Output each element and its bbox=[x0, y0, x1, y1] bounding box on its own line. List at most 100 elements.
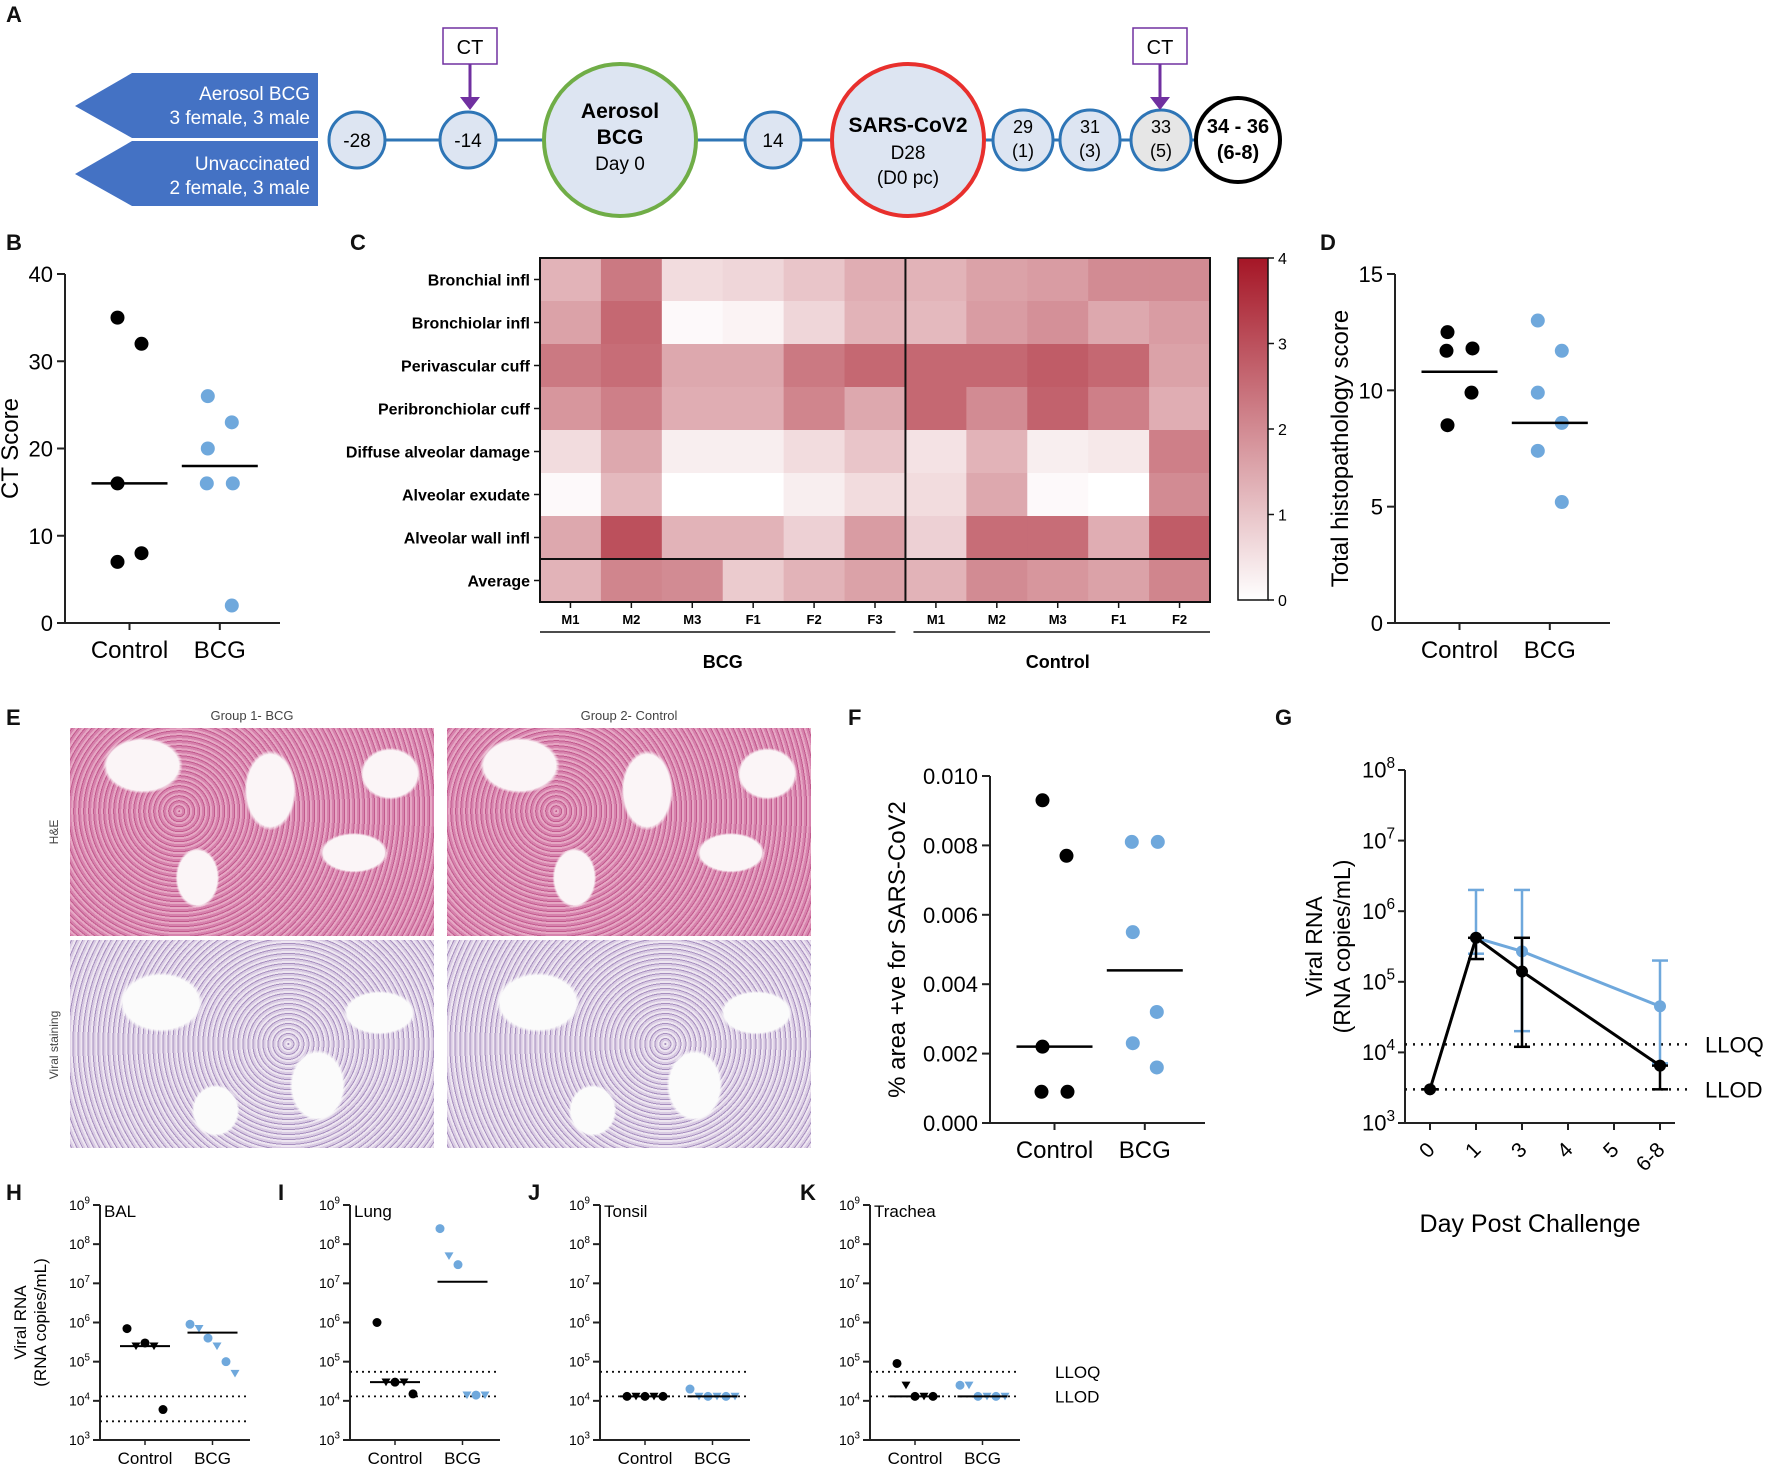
group-label-control: Control bbox=[1026, 652, 1090, 672]
data-point bbox=[224, 598, 239, 613]
data-point bbox=[1124, 834, 1139, 849]
data-point bbox=[471, 1390, 481, 1400]
heatmap-cell bbox=[966, 387, 1028, 431]
heatmap-cell bbox=[905, 301, 967, 345]
heatmap-cell bbox=[722, 344, 785, 388]
heatmap-cell bbox=[905, 387, 967, 431]
heatmap-cell bbox=[905, 473, 967, 517]
data-point bbox=[1125, 1036, 1140, 1051]
heatmap-cell bbox=[540, 516, 602, 560]
panel-letter-e: E bbox=[6, 705, 21, 730]
heatmap-cell bbox=[1149, 258, 1211, 302]
data-point bbox=[1530, 443, 1545, 458]
panel-letter-b: B bbox=[6, 230, 22, 255]
x-tick-label: 1 bbox=[1461, 1138, 1486, 1163]
data-point bbox=[225, 476, 240, 491]
data-point bbox=[1470, 931, 1482, 944]
limit-label: LLOD bbox=[1705, 1077, 1762, 1102]
node-34-day: 34 - 36 bbox=[1207, 116, 1269, 138]
y-tick-label: 107 bbox=[69, 1274, 90, 1291]
heatmap-cell bbox=[600, 430, 663, 474]
heatmap-cell bbox=[540, 430, 602, 474]
series-line bbox=[1428, 935, 1661, 1090]
y-tick-label: 0.000 bbox=[923, 1111, 978, 1136]
group-label-bcg: BCG bbox=[703, 652, 743, 672]
data-point bbox=[1516, 965, 1528, 978]
heatmap-cell bbox=[783, 516, 846, 560]
data-point bbox=[199, 476, 214, 491]
x-tick-label: BCG bbox=[694, 1449, 731, 1468]
node-33-pc: (5) bbox=[1150, 141, 1172, 161]
heatmap-cell bbox=[722, 258, 785, 302]
col-label: F2 bbox=[807, 612, 822, 627]
data-point bbox=[203, 1333, 213, 1343]
y-axis-label-1: Viral RNA bbox=[11, 1285, 30, 1360]
arrow-unvaccinated-group bbox=[75, 141, 318, 206]
data-point bbox=[1125, 925, 1140, 940]
heatmap-cell bbox=[966, 473, 1028, 517]
x-tick-label: Control bbox=[888, 1449, 943, 1468]
heatmap-cell bbox=[1149, 344, 1211, 388]
heatmap-cell bbox=[844, 559, 906, 603]
data-point bbox=[1654, 1059, 1666, 1072]
data-point bbox=[462, 1391, 472, 1400]
data-point bbox=[110, 554, 125, 569]
y-tick-label: 107 bbox=[319, 1274, 340, 1291]
heatmap-cell bbox=[783, 559, 846, 603]
col-label: F2 bbox=[1172, 612, 1187, 627]
heatmap-cell bbox=[722, 559, 785, 603]
node-31-day: 31 bbox=[1080, 117, 1100, 137]
circle-aerosol-bcg bbox=[542, 62, 698, 218]
y-tick-label: 0.006 bbox=[923, 903, 978, 928]
heatmap-cell bbox=[783, 430, 846, 474]
scale-tick-label: 4 bbox=[1278, 251, 1287, 268]
sars-circle-l3: (D0 pc) bbox=[877, 168, 939, 189]
y-tick-label: 104 bbox=[69, 1391, 91, 1408]
y-tick-label: 0 bbox=[41, 611, 53, 636]
heatmap-cell bbox=[661, 258, 724, 302]
y-tick-label: 109 bbox=[839, 1196, 860, 1213]
heatmap-cell bbox=[1027, 344, 1089, 388]
panel-title: Lung bbox=[354, 1202, 392, 1221]
heatmap-cell bbox=[905, 258, 967, 302]
heatmap-cell bbox=[1027, 473, 1089, 517]
data-point bbox=[1424, 1083, 1436, 1096]
panel-i-lung: 103 104 105 106 107 108 109 Lung Control BCG bbox=[319, 1196, 500, 1468]
timeline: Aerosol BCG 3 female, 3 male Unvaccinate… bbox=[75, 27, 1282, 218]
heatmap-cell bbox=[905, 516, 967, 560]
panel-letter-k: K bbox=[800, 1180, 816, 1205]
panel-title: Trachea bbox=[874, 1202, 936, 1221]
panel-letter-c: C bbox=[350, 230, 366, 255]
panel-j-tonsil: 103 104 105 106 107 108 109 Tonsil Control BCG bbox=[569, 1196, 750, 1468]
heatmap-cell bbox=[661, 387, 724, 431]
histology-viral-control bbox=[447, 940, 811, 1148]
y-tick-label: 0.010 bbox=[923, 764, 978, 789]
data-point bbox=[1060, 1084, 1075, 1099]
heatmap-cell bbox=[966, 559, 1028, 603]
ct-box-1 bbox=[442, 27, 498, 65]
y-tick-label: 105 bbox=[839, 1352, 861, 1369]
y-tick-label: 108 bbox=[1362, 755, 1395, 783]
y-tick-label: 105 bbox=[69, 1352, 91, 1369]
data-point bbox=[372, 1318, 382, 1327]
x-tick-label: Control bbox=[91, 637, 168, 664]
heatmap-cell bbox=[966, 344, 1028, 388]
data-point bbox=[901, 1381, 911, 1390]
x-tick-label: BCG bbox=[444, 1449, 481, 1468]
x-tick-label: BCG bbox=[964, 1449, 1001, 1468]
heatmap-cell bbox=[1027, 387, 1089, 431]
y-tick-label: 40 bbox=[29, 262, 53, 287]
heatmap-cell bbox=[844, 430, 906, 474]
data-point bbox=[1465, 341, 1480, 356]
col-label: F3 bbox=[867, 612, 882, 627]
y-tick-label: 107 bbox=[569, 1274, 590, 1291]
data-point bbox=[212, 1342, 222, 1351]
x-tick-label: Control bbox=[368, 1449, 423, 1468]
x-tick-label: BCG bbox=[194, 1449, 231, 1468]
y-tick-label: 30 bbox=[29, 349, 53, 374]
limit-label: LLOQ bbox=[1705, 1032, 1764, 1057]
y-tick-label: 10 bbox=[1359, 378, 1383, 403]
heatmap-cell bbox=[661, 559, 724, 603]
node-14-label: 14 bbox=[762, 131, 784, 152]
y-tick-label: 106 bbox=[1362, 896, 1395, 924]
